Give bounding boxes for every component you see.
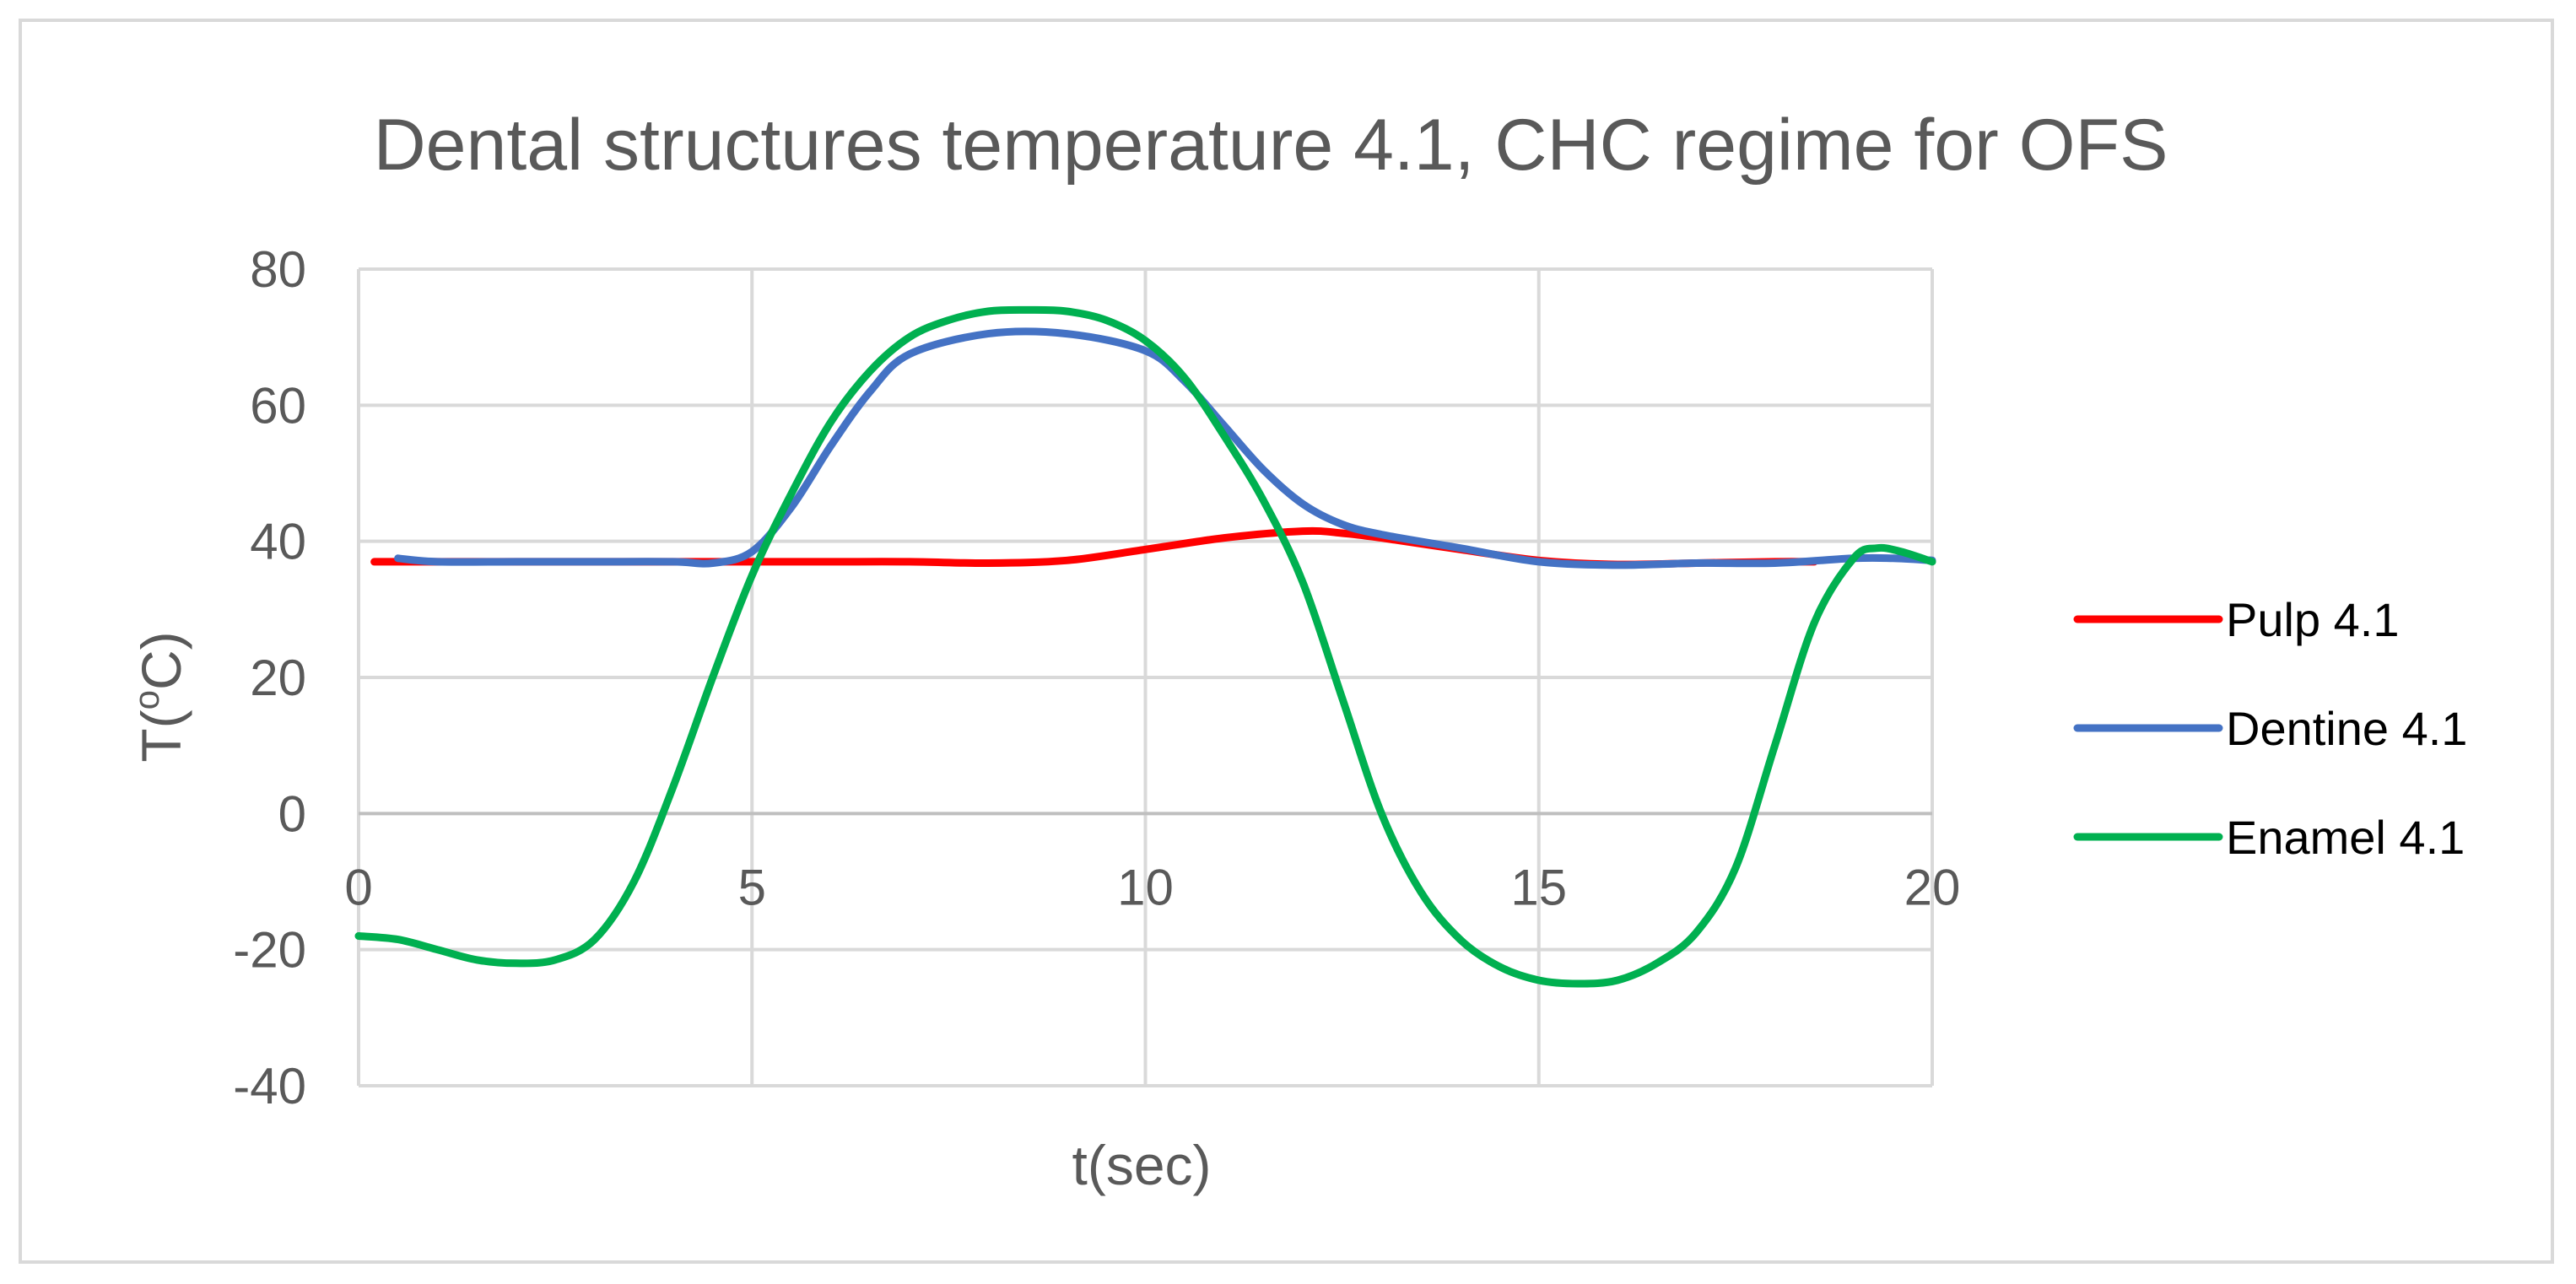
x-tick-label: 10 [1117,859,1174,915]
series-line-enamel-4-1 [354,305,1936,988]
legend-label-enamel-4-1: Enamel 4.1 [2226,811,2465,864]
y-tick-label: 40 [250,514,306,570]
y-axis-title: T(oC) [127,631,192,762]
legend-label-pulp-4-1: Pulp 4.1 [2226,593,2400,646]
y-tick-label: 80 [250,241,306,298]
series-layer [354,305,1936,988]
axis-layer [357,269,1932,1086]
x-tick-label: 5 [738,859,766,915]
y-axis-title-sup: o [127,690,166,709]
series-line-dentine-4-1 [394,327,1936,569]
x-tick-label: 20 [1904,859,1961,915]
tick-layer: -40 -20 0 20 40 60 80 0 5 10 15 20 [233,241,1960,1114]
y-tick-label: -20 [233,922,306,979]
y-axis-title-tail: C) [130,631,192,690]
y-tick-label: 0 [278,785,306,842]
x-axis-title: t(sec) [1072,1134,1212,1196]
x-tick-label: 0 [344,859,372,915]
legend: Pulp 4.1 Dentine 4.1 Enamel 4.1 [2073,593,2467,864]
x-tick-label: 15 [1510,859,1567,915]
chart-svg: Dental structures temperature 4.1, CHC r… [127,105,2467,1196]
y-tick-label: 20 [250,650,306,706]
y-tick-label: -40 [233,1058,306,1114]
chart-title: Dental structures temperature 4.1, CHC r… [374,105,2168,186]
legend-label-dentine-4-1: Dentine 4.1 [2226,702,2467,755]
y-axis-title-main: T( [130,709,192,762]
y-tick-label: 60 [250,377,306,434]
grid-layer [359,267,1934,1087]
chart-frame: Dental structures temperature 4.1, CHC r… [19,19,2554,1264]
